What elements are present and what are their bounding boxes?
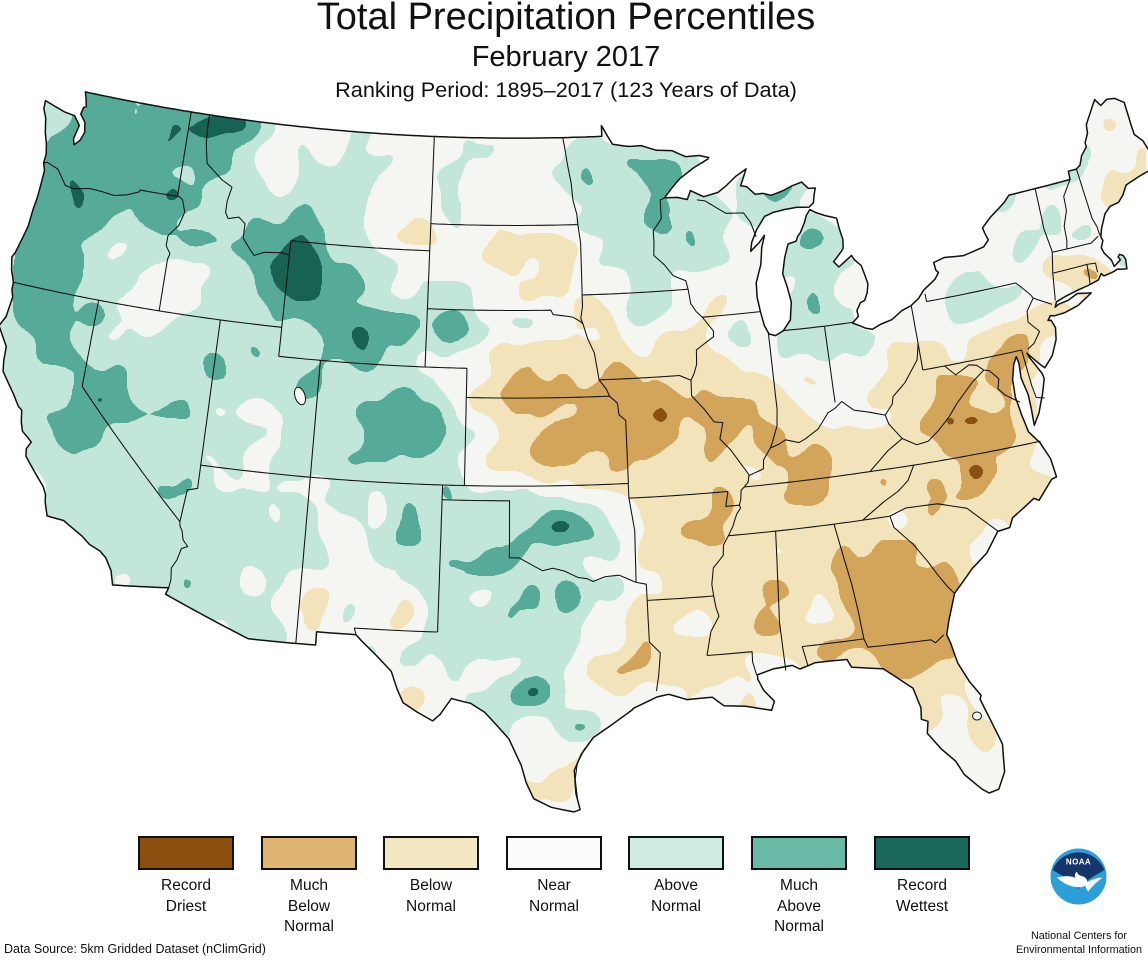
svg-text:NOAA: NOAA (1066, 858, 1091, 867)
